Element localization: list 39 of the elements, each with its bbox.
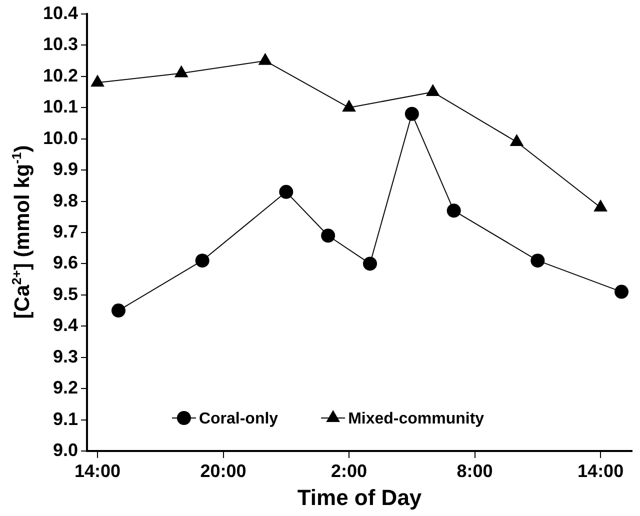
y-tick-label: 10.2 <box>42 65 78 86</box>
y-tick-label: 9.1 <box>53 408 78 429</box>
y-tick-label: 9.8 <box>53 190 78 210</box>
legend-label: Coral-only <box>198 410 278 428</box>
legend-label: Mixed-community <box>348 410 484 428</box>
point <box>90 74 104 87</box>
y-tick-label: 9.0 <box>53 440 78 460</box>
point <box>404 106 419 121</box>
x-tick-label: 8:00 <box>456 460 493 481</box>
y-tick-label: 9.2 <box>53 378 78 398</box>
x-tick-label: 20:00 <box>200 460 246 481</box>
y-tick-label: 10.0 <box>42 128 78 148</box>
y-tick-label: 10.4 <box>42 2 78 23</box>
point <box>174 65 188 78</box>
point <box>279 184 294 199</box>
x-tick-label: 14:00 <box>578 460 624 481</box>
point <box>446 204 461 218</box>
point <box>426 84 440 96</box>
point <box>342 100 356 112</box>
y-tick-label: 9.6 <box>53 252 78 273</box>
x-tick-label: 14:00 <box>74 460 121 481</box>
y-tick-label: 9.9 <box>53 159 78 180</box>
y-tick-label: 10.3 <box>42 34 78 54</box>
y-tick-label: 9.4 <box>53 315 78 336</box>
y-tick-label: 10.1 <box>42 96 78 117</box>
x-tick-label: 2:00 <box>331 460 368 481</box>
y-tick-label: 9.3 <box>53 346 78 366</box>
x-axis-title: Time of Day <box>297 484 422 510</box>
point <box>258 52 272 65</box>
point <box>321 228 336 243</box>
point <box>362 256 377 271</box>
point <box>594 200 608 212</box>
point <box>195 254 210 268</box>
point <box>614 284 629 299</box>
y-tick-label: 9.5 <box>53 284 78 304</box>
point <box>510 134 524 146</box>
point <box>530 254 545 268</box>
point <box>111 304 126 318</box>
y-tick-label: 9.7 <box>53 221 78 242</box>
